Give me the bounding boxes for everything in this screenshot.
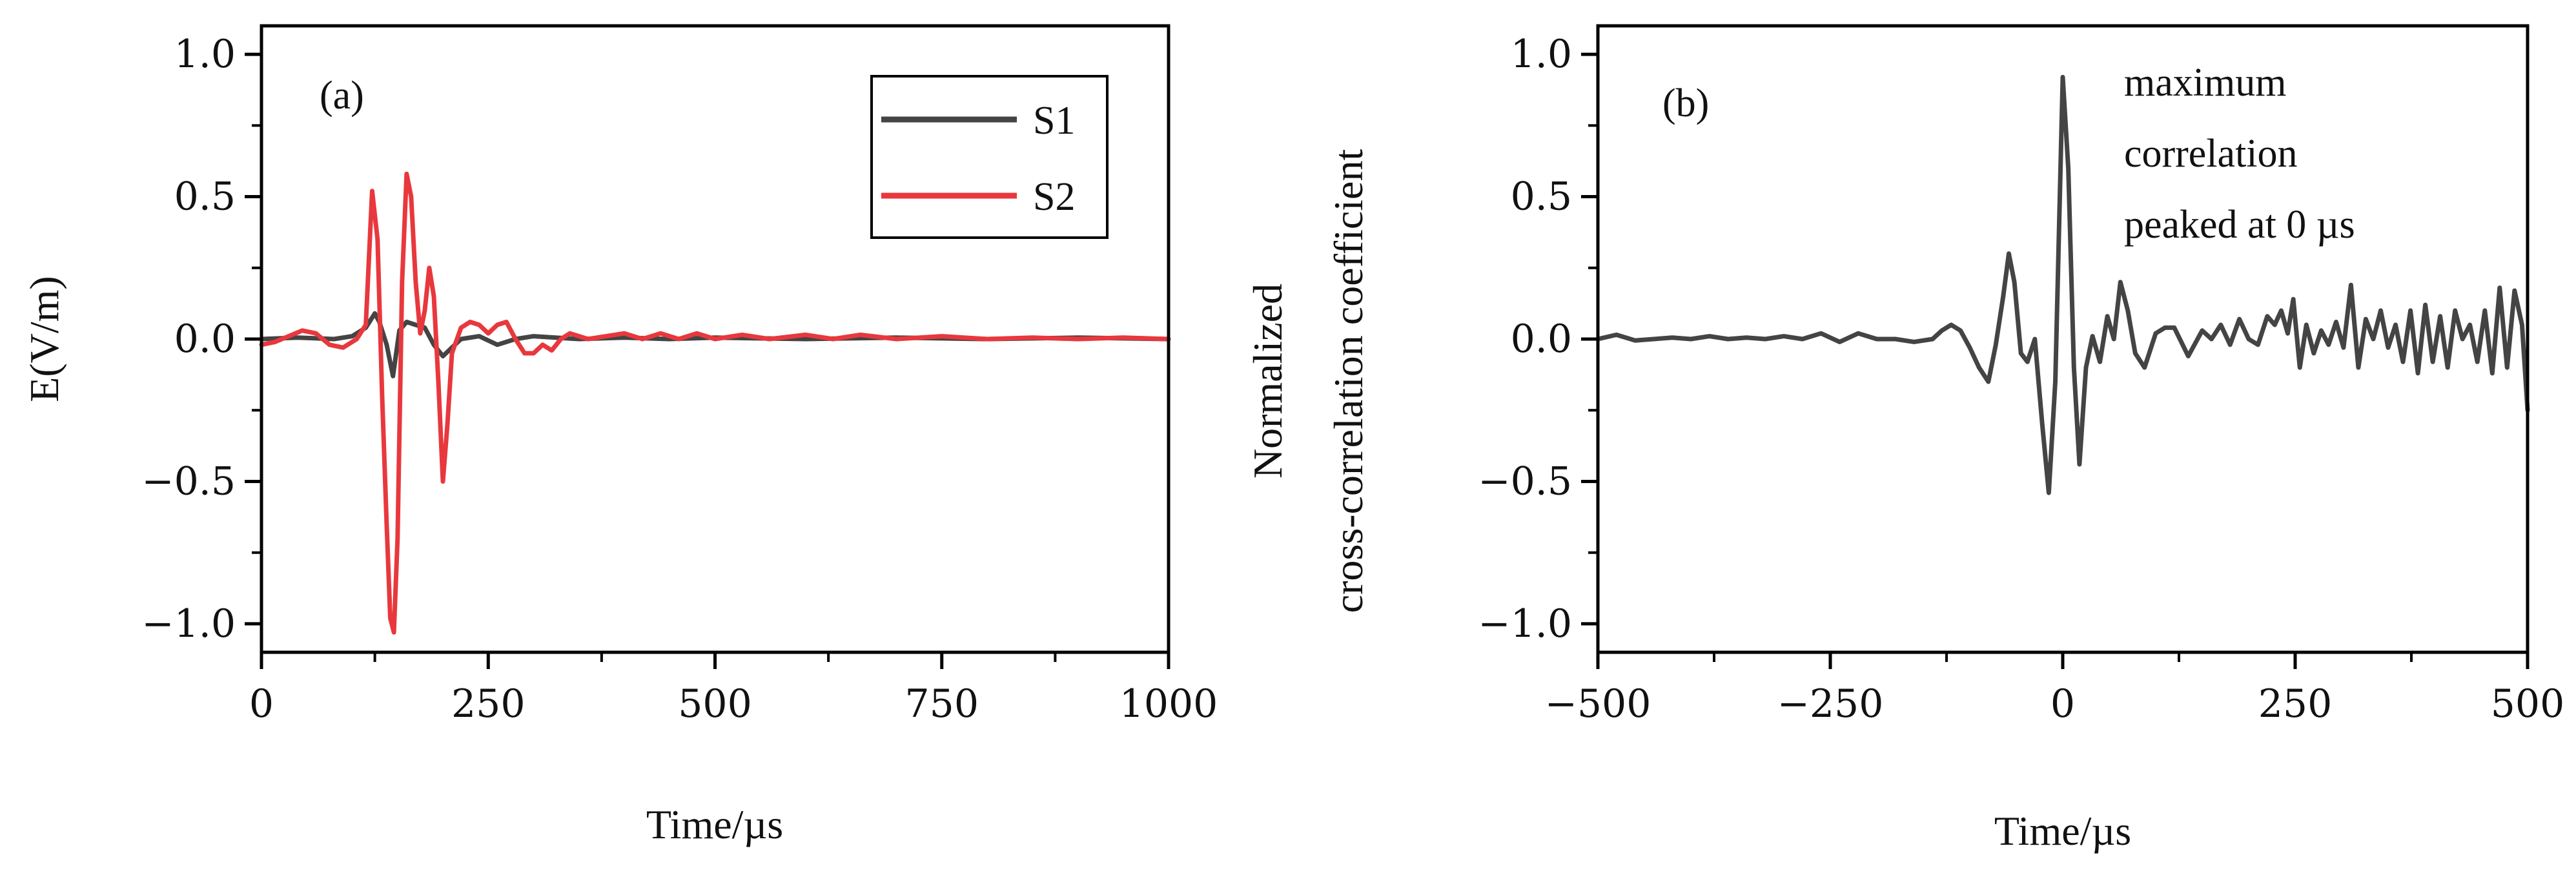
panel-a-legend-box xyxy=(870,75,1109,239)
panel-a-series-line-1 xyxy=(259,311,1171,378)
panel-a-legend: S1 S2 xyxy=(870,75,1109,239)
panel-a-y-tick-label: −0.5 xyxy=(141,459,236,504)
panel-a: 0 250 500 750 1000 1.0 0.5 0.0 −0.5 −1.0 (a) Tim… xyxy=(21,24,1218,847)
panel-b-y-ticks: 1.0 0.5 0.0 −0.5 −1.0 xyxy=(1478,32,1598,646)
legend-entry-s1: S1 xyxy=(881,99,1075,143)
panel-b-y-tick-label: −0.5 xyxy=(1478,459,1572,504)
panel-b-x-axis-title: Time/µs xyxy=(1994,808,2131,854)
panel-a-x-tick-label: 0 xyxy=(249,681,274,727)
panel-b-label: (b) xyxy=(1662,81,1709,125)
panel-a-x-ticks: 0 250 500 750 1000 xyxy=(249,652,1218,727)
panel-a-x-tick-label: 500 xyxy=(678,681,752,727)
panel-a-y-axis-title: E(V/m) xyxy=(21,276,67,402)
annotation-line-2: correlation xyxy=(2124,132,2298,176)
panel-a-label: (a) xyxy=(320,74,364,118)
panel-a-y-ticks: 1.0 0.5 0.0 −0.5 −1.0 xyxy=(141,32,261,646)
panel-a-y-tick-label: 0.5 xyxy=(174,174,236,220)
panel-a-series xyxy=(259,171,1171,635)
panel-b-x-tick-label: 0 xyxy=(2050,681,2075,727)
panel-b-x-tick-label: −500 xyxy=(1545,681,1651,727)
panel-a-x-axis-title: Time/µs xyxy=(646,801,783,847)
panel-b-x-ticks: −500 −250 0 250 500 xyxy=(1545,652,2565,727)
panel-b-y-tick-label: 0.0 xyxy=(1511,316,1572,362)
annotation-line-3: peaked at 0 µs xyxy=(2124,203,2355,247)
annotation-line-1: maximum xyxy=(2124,61,2286,105)
panel-a-x-tick-label: 750 xyxy=(905,681,979,727)
panel-b-x-tick-label: −250 xyxy=(1777,681,1884,727)
panel-a-y-tick-label: 1.0 xyxy=(174,32,236,77)
panel-b: −500 −250 0 250 500 1.0 0.5 0.0 −0.5 −1.0 (b) ma… xyxy=(1245,24,2565,854)
panel-a-x-tick-label: 1000 xyxy=(1119,681,1218,727)
legend-entry-s2: S2 xyxy=(881,175,1075,219)
panel-b-y-axis-title-line-2: cross-correlation coefficient xyxy=(1325,149,1371,614)
panel-b-y-tick-label: 1.0 xyxy=(1511,32,1572,77)
legend-s1-label: S1 xyxy=(1033,99,1075,143)
panel-b-y-axis-title-line-1: Normalized xyxy=(1245,284,1291,479)
panel-a-y-tick-label: −1.0 xyxy=(141,601,236,646)
panel-b-annotation: maximum correlation peaked at 0 µs xyxy=(2124,61,2355,247)
panel-b-y-tick-label: −1.0 xyxy=(1478,601,1572,646)
panel-b-y-tick-label: 0.5 xyxy=(1511,174,1572,220)
panel-b-x-tick-label: 250 xyxy=(2258,681,2333,727)
panel-a-series-line-2 xyxy=(259,171,1171,635)
panel-b-x-tick-label: 500 xyxy=(2491,681,2565,727)
panel-b-series xyxy=(1595,74,2530,495)
panel-a-y-tick-label: 0.0 xyxy=(174,316,236,362)
panel-b-series-line-1 xyxy=(1595,74,2530,495)
panel-a-x-tick-label: 250 xyxy=(451,681,526,727)
legend-s2-label: S2 xyxy=(1033,175,1075,219)
